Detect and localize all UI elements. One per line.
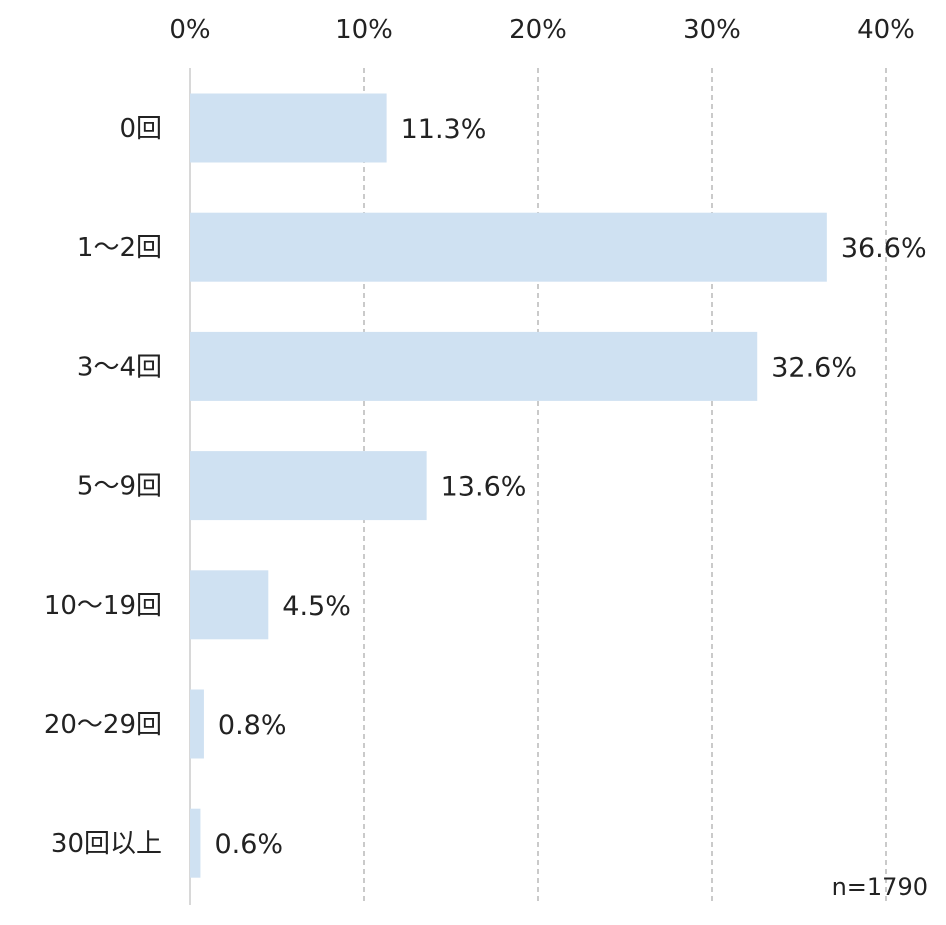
category-label: 1～2回 [77, 233, 162, 263]
x-tick-label: 30% [683, 15, 741, 45]
category-label: 10～19回 [44, 591, 162, 621]
category-labels: 0回 1～2回 3～4回 5～9回 10～19回 20～29回 30回以上 [44, 114, 162, 859]
bar [190, 570, 269, 640]
bar [190, 212, 827, 282]
x-tick-label: 0% [169, 15, 210, 45]
bar [190, 689, 204, 759]
category-label: 0回 [119, 114, 162, 144]
category-label: 3～4回 [77, 352, 162, 382]
x-tick-label: 40% [857, 15, 915, 45]
x-axis-ticks: 0% 10% 20% 30% 40% [169, 15, 915, 45]
category-label: 5～9回 [77, 472, 162, 502]
bar [190, 808, 201, 878]
data-label: 32.6% [771, 352, 857, 383]
data-label: 13.6% [441, 472, 527, 503]
x-tick-label: 20% [509, 15, 567, 45]
category-label: 20～29回 [44, 710, 162, 740]
bar [190, 93, 387, 163]
data-label: 36.6% [841, 233, 927, 264]
x-tick-label: 10% [335, 15, 393, 45]
data-label: 0.6% [214, 829, 283, 860]
bar [190, 331, 758, 401]
category-label: 30回以上 [51, 829, 162, 859]
data-label: 4.5% [282, 591, 351, 622]
bar [190, 451, 427, 521]
bars [190, 93, 827, 878]
sample-size-note: n=1790 [832, 873, 928, 901]
value-labels: 11.3% 36.6% 32.6% 13.6% 4.5% 0.8% 0.6% [214, 114, 926, 860]
data-label: 0.8% [218, 710, 287, 741]
data-label: 11.3% [401, 114, 487, 145]
